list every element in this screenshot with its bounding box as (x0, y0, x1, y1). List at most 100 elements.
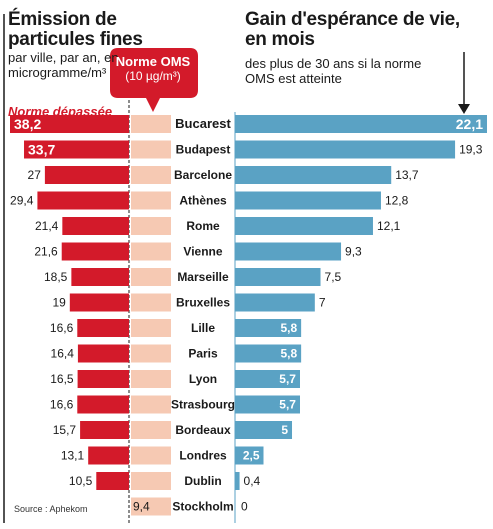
city-label-stockholm: Stockholm (172, 500, 233, 514)
emission-bar-rome (62, 217, 129, 235)
city-label-bruxelles: Bruxelles (176, 296, 230, 310)
emission-label-paris: 16,4 (51, 347, 75, 361)
gain-label-paris: 5,8 (280, 347, 297, 361)
emission-bar-bordeaux (80, 421, 129, 439)
gain-bar-lyon (235, 370, 300, 388)
gain-label-dublin: 0,4 (244, 474, 261, 488)
right-chart-title: Gain d'espérance de vie, en mois (245, 9, 460, 50)
city-label-rome: Rome (186, 219, 220, 233)
city-label-vienne: Vienne (183, 245, 222, 259)
gain-label-budapest: 19,3 (459, 143, 483, 157)
city-label-lyon: Lyon (189, 372, 217, 386)
gain-bar-dublin (235, 472, 240, 490)
arrow-head-icon (458, 104, 470, 114)
gain-bar-bruxelles (235, 293, 315, 312)
gain-label-barcelone: 13,7 (395, 168, 419, 182)
emission-label-lille: 16,6 (50, 321, 74, 335)
emission-bar-dublin (96, 472, 129, 490)
city-label-bucarest: Bucarest (175, 116, 231, 131)
left-chart-subtitle: par ville, par an, en microgramme/m³ (8, 50, 119, 80)
gain-label-lille: 5,8 (280, 321, 297, 335)
gain-bar-budapest (235, 140, 456, 159)
gain-label-lyon: 5,7 (279, 372, 296, 386)
oms-norm-value: (10 µg/m³) (125, 69, 181, 83)
gain-label-londres: 2,5 (243, 449, 260, 463)
right-chart-subtitle: des plus de 30 ans si la norme OMS est a… (245, 56, 422, 86)
gain-bar-rome (235, 217, 373, 235)
gain-bar-paris (235, 344, 302, 363)
norm-strip-bucarest (131, 115, 171, 133)
city-label-paris: Paris (188, 347, 218, 361)
emission-bar-londres (88, 446, 129, 465)
emission-label-vienne: 21,6 (34, 245, 58, 259)
gain-bar-lille (235, 319, 302, 337)
gain-label-strasbourg: 5,7 (279, 398, 296, 412)
emission-label-lyon: 16,5 (50, 372, 74, 386)
city-label-londres: Londres (179, 449, 227, 463)
emission-bar-strasbourg (77, 395, 129, 414)
oms-norm-badge (110, 48, 198, 112)
city-label-strasbourg: Strasbourg (171, 398, 235, 412)
gain-bar-marseille (235, 268, 321, 286)
emission-bar-paris (77, 344, 129, 363)
norm-strip-dublin (131, 472, 171, 490)
norm-strip-budapest (131, 140, 171, 159)
gain-label-ath-nes: 12,8 (385, 194, 409, 208)
city-label-barcelone: Barcelone (174, 168, 232, 182)
city-label-dublin: Dublin (184, 474, 221, 488)
emission-bar-marseille (71, 268, 129, 286)
emission-label-ath-nes: 29,4 (10, 194, 34, 208)
emission-bar-barcelone (44, 166, 129, 184)
emission-bar-lille (77, 319, 129, 337)
norm-strip-stockholm (131, 497, 171, 516)
emission-label-londres: 13,1 (61, 449, 85, 463)
norm-strip-londres (131, 446, 171, 465)
norm-strip-vienne (131, 242, 171, 261)
gain-bar-ath-nes (235, 191, 381, 210)
emission-label-dublin: 10,5 (69, 474, 93, 488)
source-note: Source : Aphekom (14, 504, 88, 514)
gain-label-vienne: 9,3 (345, 245, 362, 259)
gain-label-rome: 12,1 (377, 219, 401, 233)
gain-bar-bucarest (235, 115, 487, 133)
norm-strip-bordeaux (131, 421, 171, 439)
norm-strip-bruxelles (131, 293, 171, 312)
norm-strip-paris (131, 344, 171, 363)
emission-bar-budapest (24, 140, 129, 159)
gain-bar-barcelone (235, 166, 392, 184)
emission-bar-bruxelles (69, 293, 129, 312)
gain-bar-vienne (235, 242, 342, 261)
emission-bar-bucarest (10, 115, 129, 133)
emission-label-barcelone: 27 (28, 168, 42, 182)
gain-label-marseille: 7,5 (325, 270, 342, 284)
norme-depassee-label: Norme dépassée (8, 104, 113, 119)
city-label-lille: Lille (191, 321, 215, 335)
gain-bar-bordeaux (235, 421, 293, 439)
gain-label-bucarest: 22,1 (456, 116, 483, 132)
emission-label-budapest: 33,7 (28, 142, 55, 158)
norm-strip-ath-nes (131, 191, 171, 210)
emission-label-marseille: 18,5 (44, 270, 68, 284)
gain-label-bordeaux: 5 (281, 423, 288, 437)
norm-strip-barcelone (131, 166, 171, 184)
city-label-budapest: Budapest (176, 143, 231, 157)
gain-bar-londres (235, 446, 264, 465)
city-label-bordeaux: Bordeaux (175, 423, 231, 437)
gain-label-stockholm: 0 (241, 500, 248, 514)
city-label-ath-nes: Athènes (179, 194, 227, 208)
norm-strip-lille (131, 319, 171, 337)
norm-strip-rome (131, 217, 171, 235)
norm-strip-marseille (131, 268, 171, 286)
emission-label-bruxelles: 19 (52, 296, 66, 310)
norm-strip-strasbourg (131, 395, 171, 414)
oms-norm-badge-text: Norme OMS (10 µg/m³) (112, 54, 194, 84)
city-label-marseille: Marseille (177, 270, 229, 284)
emission-bar-ath-nes (37, 191, 129, 210)
emission-bar-lyon (77, 370, 129, 388)
emission-label-strasbourg: 16,6 (50, 398, 74, 412)
emission-label-rome: 21,4 (35, 219, 59, 233)
oms-norm-title: Norme OMS (115, 54, 191, 69)
gain-bar-strasbourg (235, 395, 300, 414)
emission-label-bordeaux: 15,7 (53, 423, 77, 437)
